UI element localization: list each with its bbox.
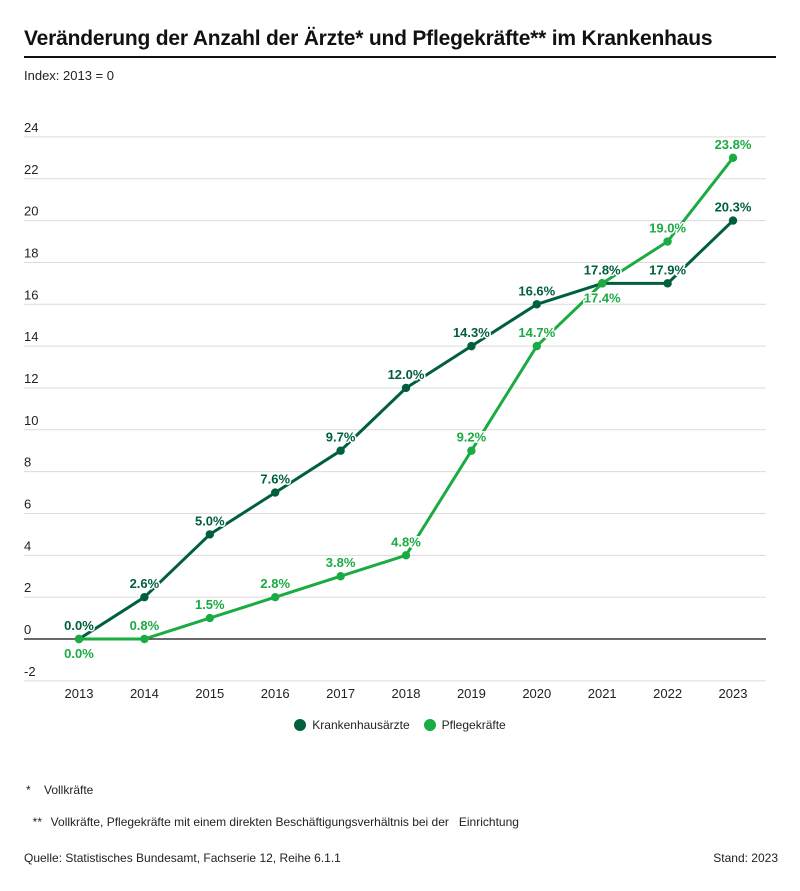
stand-note: Stand: 2023 — [713, 851, 778, 865]
x-tick-label: 2023 — [719, 686, 748, 701]
data-label: 17.4% — [584, 290, 621, 305]
y-tick-label: 18 — [24, 245, 38, 260]
data-point — [467, 446, 476, 455]
y-tick-label: 6 — [24, 496, 31, 511]
x-tick-label: 2019 — [457, 686, 486, 701]
legend-marker-icon — [294, 719, 307, 731]
data-point — [532, 341, 541, 351]
y-tick-label: 0 — [24, 622, 31, 637]
title-divider — [24, 56, 776, 58]
chart-subtitle: Index: 2013 = 0 — [24, 68, 114, 83]
data-labels: 0.0% 2.6% 5.0% 7.6% 9.7% 12.0% 14.3% 16.6% 17.8%… — [63, 135, 754, 662]
data-label: 0.0% — [64, 646, 94, 661]
x-tick-label: 2015 — [195, 686, 224, 701]
data-label: 9.2% — [457, 430, 487, 445]
y-tick-label: 24 — [24, 120, 38, 135]
footnote-text: Vollkräfte — [44, 783, 94, 797]
data-point — [336, 446, 345, 455]
data-point — [140, 592, 149, 602]
footnote-mark: ** — [32, 815, 43, 829]
data-label: 2.6% — [130, 576, 160, 591]
data-point — [140, 634, 149, 644]
chart-title: Veränderung der Anzahl der Ärzte* und Pf… — [24, 27, 713, 50]
data-label: 23.8% — [715, 137, 752, 152]
footnote-1: * Vollkräfte — [26, 783, 93, 797]
data-point — [205, 613, 214, 623]
data-point — [663, 237, 672, 246]
legend-label: Krankenhausärzte — [312, 718, 410, 732]
legend: Krankenhausärzte Pflegekräfte — [0, 718, 800, 732]
data-label: 0.8% — [130, 618, 160, 633]
data-label: 14.7% — [518, 325, 555, 340]
data-label: 4.8% — [391, 534, 421, 549]
data-point — [598, 279, 607, 288]
data-label: 14.3% — [453, 325, 490, 340]
data-point — [205, 530, 214, 539]
data-point — [336, 572, 345, 581]
x-tick-label: 2013 — [65, 686, 94, 701]
data-label: 17.9% — [649, 262, 686, 277]
data-label: 20.3% — [715, 200, 752, 215]
source-note: Quelle: Statistisches Bundesamt, Fachser… — [24, 851, 341, 865]
footnote-mark: * — [26, 783, 31, 797]
data-label: 5.0% — [195, 513, 225, 528]
data-point — [663, 279, 672, 288]
y-tick-label: 16 — [24, 287, 38, 302]
data-point — [532, 300, 541, 309]
x-tick-label: 2014 — [130, 686, 159, 701]
data-point — [401, 551, 411, 560]
y-tick-label: 12 — [24, 371, 38, 386]
data-label: 19.0% — [649, 221, 686, 236]
x-tick-label: 2021 — [588, 686, 617, 701]
x-axis-ticks: 2013 2014 2015 2016 2017 2018 2019 2020 2021 2022… — [65, 686, 748, 701]
y-tick-label: 8 — [24, 455, 31, 470]
data-label: 3.8% — [326, 555, 356, 570]
legend-marker-icon — [423, 719, 436, 731]
data-point — [74, 634, 84, 644]
data-point — [401, 383, 411, 393]
legend-item-pflegekraefte[interactable]: Pflegekräfte — [423, 718, 506, 732]
y-tick-label: 4 — [24, 538, 31, 553]
data-label: 0.0% — [64, 618, 94, 633]
data-label: 17.8% — [584, 262, 621, 277]
data-label: 16.6% — [518, 283, 555, 298]
y-tick-label: 2 — [24, 580, 31, 595]
footnote-text: Vollkräfte, Pflegekräfte mit einem direk… — [50, 815, 519, 829]
data-label: 9.7% — [326, 430, 356, 445]
data-point — [271, 488, 280, 497]
y-tick-label: 22 — [24, 162, 38, 177]
data-label: 7.6% — [260, 472, 290, 487]
data-point — [271, 592, 280, 602]
x-tick-label: 2020 — [522, 686, 551, 701]
data-point — [728, 216, 738, 225]
data-label: 2.8% — [260, 576, 290, 591]
data-point — [728, 153, 738, 163]
y-tick-label: 10 — [24, 413, 38, 428]
x-tick-label: 2022 — [653, 686, 682, 701]
legend-label: Pflegekräfte — [441, 718, 506, 732]
series-lines — [74, 153, 738, 644]
y-tick-label: 14 — [24, 329, 38, 344]
y-tick-label: 20 — [24, 204, 38, 219]
footnote-2: ** Vollkräfte, Pflegekräfte mit einem dir… — [26, 801, 519, 829]
x-tick-label: 2018 — [392, 686, 421, 701]
y-tick-label: -2 — [24, 664, 36, 679]
data-point — [467, 341, 476, 351]
x-tick-label: 2017 — [326, 686, 355, 701]
gridlines — [24, 136, 766, 682]
x-tick-label: 2016 — [261, 686, 290, 701]
legend-item-krankenhausaerzte[interactable]: Krankenhausärzte — [294, 718, 410, 732]
data-label: 12.0% — [388, 367, 425, 382]
data-label: 1.5% — [195, 597, 225, 612]
